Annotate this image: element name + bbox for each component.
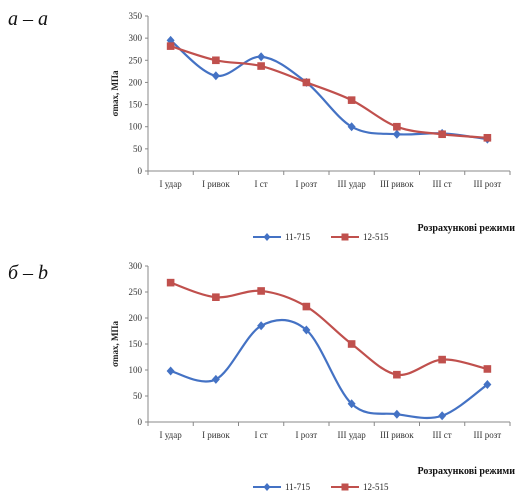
x-tick-label: III ривок [380,179,414,189]
data-point-11-715 [438,411,447,421]
x-tick-label: III ривок [380,430,414,440]
x-axis-title: Розрахункові режими [418,466,515,477]
data-point-12-515 [347,340,356,348]
data-point-11-715 [483,380,492,390]
y-tick-label: 250 [129,55,143,65]
legend-marker-11-715 [263,233,271,241]
data-point-11-715 [392,409,401,419]
legend-label-12-515: 12-515 [363,232,389,242]
data-point-12-515 [438,130,446,139]
data-point-11-715 [392,129,401,139]
x-tick-label: III удар [338,430,367,440]
data-point-12-515 [483,133,492,142]
data-point-11-715 [302,325,311,335]
data-point-12-515 [257,287,265,295]
x-tick-label: I ривок [202,430,230,440]
data-point-12-515 [212,56,220,65]
legend: 11-715 12-515 [253,232,389,242]
panel-label-b: б – b [8,262,49,284]
x-tick-label: I удар [159,179,182,189]
panel-label-a: a – a [8,8,48,30]
y-tick-label: 350 [129,11,143,21]
x-tick-label: III ст [433,179,452,189]
y-tick-label: 250 [129,287,143,297]
data-point-12-515 [483,365,492,373]
y-tick-label: 50 [133,144,143,154]
data-point-12-515 [212,293,220,301]
data-point-11-715 [257,52,266,62]
x-tick-label: I ст [255,430,268,440]
legend-marker-12-515 [341,233,349,241]
data-point-11-715 [166,366,175,376]
x-tick-label: III удар [338,179,367,189]
x-tick-label: III розт [474,430,502,440]
x-tick-label: I удар [159,430,182,440]
x-axis-title: Розрахункові режими [418,223,515,234]
y-tick-label: 50 [133,391,143,401]
data-point-11-715 [347,399,356,409]
data-point-12-515 [393,122,401,131]
data-point-11-715 [257,321,266,331]
y-tick-label: 200 [129,313,143,323]
data-point-12-515 [302,302,311,311]
data-point-11-715 [347,122,356,132]
y-axis-label: σmax, МПа [110,321,120,367]
y-tick-label: 300 [129,33,143,43]
y-tick-label: 0 [138,166,143,176]
x-tick-label: III розт [474,179,502,189]
x-tick-label: III ст [433,430,452,440]
y-tick-label: 300 [129,261,143,271]
data-point-12-515 [393,370,401,379]
legend-marker-11-715 [263,483,271,491]
legend-label-11-715: 11-715 [285,482,311,492]
series-line-11-715 [170,318,489,420]
legend: 11-715 12-515 [253,482,389,492]
y-tick-label: 0 [138,417,143,427]
x-tick-label: I розт [296,430,318,440]
data-point-12-515 [347,96,356,104]
data-point-12-515 [302,78,311,87]
y-tick-label: 150 [129,100,143,110]
y-tick-label: 100 [129,365,143,375]
y-tick-label: 100 [129,122,143,132]
chart-b: 0 50 100 150 200 250 300 I удар I ривок I ст I роз… [110,261,515,492]
data-point-12-515 [166,278,175,287]
legend-label-12-515: 12-515 [363,482,389,492]
data-point-12-515 [438,355,446,364]
y-tick-label: 200 [129,77,143,87]
legend-marker-12-515 [341,483,349,491]
x-tick-label: I ст [255,179,268,189]
data-point-11-715 [211,374,220,384]
x-tick-label: I ривок [202,179,230,189]
legend-label-11-715: 11-715 [285,232,311,242]
data-point-12-515 [166,42,175,50]
data-point-12-515 [257,62,265,70]
x-tick-label: I розт [296,179,318,189]
y-tick-label: 150 [129,339,143,349]
data-point-11-715 [211,71,220,81]
y-axis-label: σmax, МПа [110,70,120,116]
chart-a: 0 50 100 150 200 250 300 350 I удар I ривок I ст I … [110,11,515,242]
